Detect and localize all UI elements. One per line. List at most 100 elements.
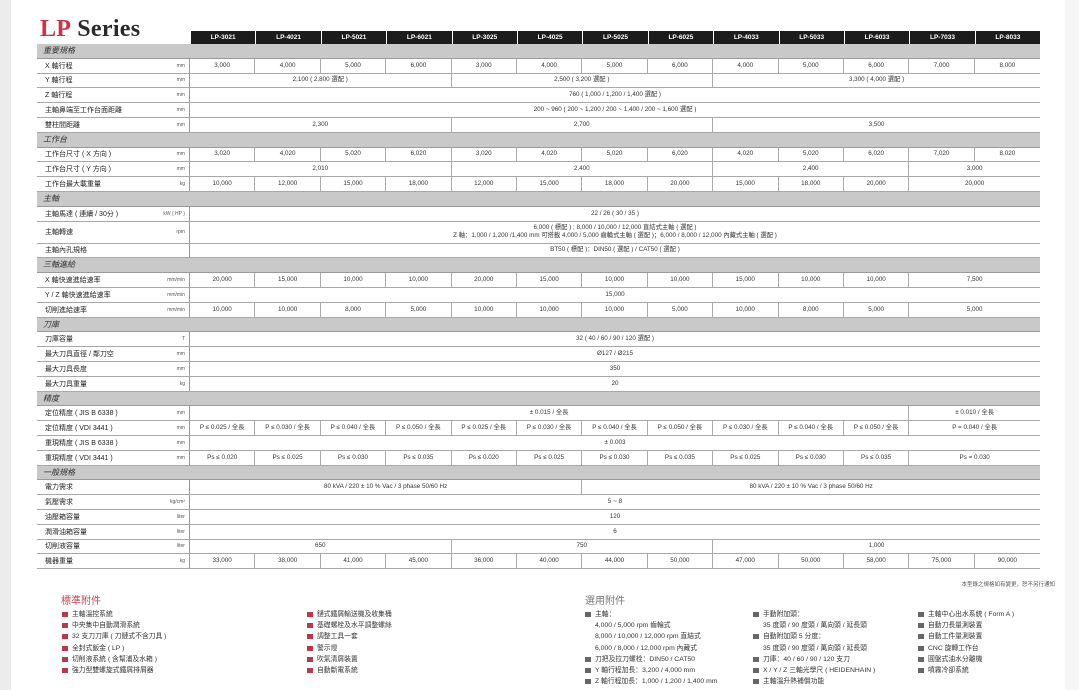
accessory-text: X / Y / Z 三軸光學尺 ( HEIDENHAIN ) xyxy=(763,667,876,675)
spec-label: 切削進給速率 xyxy=(45,306,87,314)
model-header: LP-6025 xyxy=(647,31,714,44)
spec-value-cell: ± 0.010 / 全長 xyxy=(955,409,994,417)
spec-value-cell: 20 xyxy=(611,379,619,387)
spec-label: 定位精度 ( VDI 3441 ) xyxy=(45,425,113,433)
accessory-text: 自動附加頭 5 分度： xyxy=(763,633,825,641)
brand-text: LP xyxy=(40,16,72,42)
model-header: LP-5033 xyxy=(778,31,844,44)
spec-unit: kg/cm² xyxy=(169,499,185,505)
spec-value-cell: P ≤ 0.050 / 全長 xyxy=(648,421,714,435)
spec-unit: rpm xyxy=(176,229,185,236)
spec-value-cell: 90,000 xyxy=(997,557,1017,565)
accessory-subitem: 8,000 / 10,000 / 12,000 rpm 直結式 xyxy=(595,633,701,641)
spec-value-cell: 2,010 xyxy=(190,162,452,177)
spec-value-cell: 10,000 xyxy=(190,177,256,191)
spec-label: 油壓箱容量 xyxy=(45,513,80,521)
bullet-square-icon xyxy=(753,612,759,617)
spec-unit: kg xyxy=(179,380,185,387)
header-spacer xyxy=(37,31,190,44)
spec-label: 切削液容量 xyxy=(45,543,80,551)
spec-unit: mm/min xyxy=(167,277,185,284)
spec-row: 機器重量 kg 33,000 38,000 41,000 45,000 36,000 40,0… xyxy=(37,554,1040,570)
spec-value-cell: Ø127 / Ø215 xyxy=(596,350,634,358)
spec-value-cell: P ≤ 0.040 / 全長 xyxy=(779,421,844,435)
accessory-text: CNC 旋轉工作台 xyxy=(928,644,979,652)
spec-label-cell: 工作台最大載重量 kg xyxy=(37,177,190,191)
spec-row: Y / Z 軸快速進給速率 mm/min 15,000 xyxy=(37,287,1040,303)
spec-unit: kg xyxy=(179,558,185,565)
accessory-item: X / Y / Z 三軸光學尺 ( HEIDENHAIN ) xyxy=(753,665,875,676)
spec-value-cell: 6,020 xyxy=(648,147,714,162)
bullet-square-icon xyxy=(62,645,68,651)
spec-value-cell: 40,000 xyxy=(517,554,583,569)
spec-value-cell: 3,000 xyxy=(452,58,517,73)
disclaimer-note: 本型錄之規格如有變更，恕不另行通知 xyxy=(961,582,1055,588)
spec-label: 重現精度 ( JIS B 6338 ) xyxy=(45,439,118,447)
spec-unit: mm xyxy=(176,121,185,128)
accessory-text: 鏈式鐵屑輸送機及收集桶 xyxy=(317,611,392,618)
spec-unit: mm xyxy=(176,166,185,173)
bullet-square-icon xyxy=(62,656,68,662)
spec-row: 定位精度 ( VDI 3441 ) mm P ≤ 0.025 / 全長 P ≤ 0.0… xyxy=(37,421,1040,436)
spec-value-cell: 10,000 xyxy=(582,302,648,317)
spec-value-cell: 80 kVA / 220 ± 10 % Vac / 3 phase 50/60 … xyxy=(190,480,583,495)
spec-row: 電力需求 80 kVA / 220 ± 10 % Vac / 3 phase 50… xyxy=(37,480,1040,496)
spec-label-cell: Y / Z 軸快速進給速率 mm/min xyxy=(37,287,190,302)
spec-value-cell: 4,020 xyxy=(713,147,779,162)
spec-row: 重現精度 ( VDI 3441 ) mm Ps ≤ 0.020 Ps ≤ 0.025 P… xyxy=(37,450,1040,466)
accessory-item: 主軸中心出水系統 ( Form A ) xyxy=(918,609,1014,620)
spec-value-cell: 8,000 xyxy=(999,61,1016,69)
spec-value-cell: 5 ~ 8 xyxy=(607,498,623,505)
model-header-row: LP-3021 LP-4021 LP-5021 LP-6021 LP-3025 LP-40… xyxy=(37,31,1041,44)
spec-value-cell: 6,000 xyxy=(648,58,714,73)
section-header: 刀庫 xyxy=(37,317,1040,333)
spec-value-cell: 750 xyxy=(452,539,714,554)
spec-value-cell: 32 ( 40 / 60 / 90 / 120 選配 ) xyxy=(575,335,655,343)
accessory-item: 刀把及拉刀螺栓：DIN50 / CAT50 xyxy=(585,654,717,665)
model-header: LP-6033 xyxy=(843,31,910,44)
accessory-item: 刀庫：40 / 60 / 90 / 120 支刀 xyxy=(753,654,875,665)
bullet-square-icon xyxy=(918,623,924,629)
spec-value-cell: 7,500 xyxy=(966,276,983,284)
spec-label: X 軸行程 xyxy=(45,62,73,70)
bullet-square-icon xyxy=(918,612,924,617)
spec-label: 工作台尺寸 ( Y 方向 ) xyxy=(45,166,111,174)
accessory-item: 切削液系統 ( 含幫浦及水箱 ) xyxy=(62,654,166,665)
accessory-item: 自動工件量測裝置 xyxy=(918,631,1014,642)
spec-value-cell: 38,000 xyxy=(255,554,321,569)
spec-unit: mm xyxy=(176,454,185,461)
spec-row: 切削液容量 liter 650 750 1,000 xyxy=(37,539,1040,555)
accessory-text: 刀把及拉刀螺栓：DIN50 / CAT50 xyxy=(595,655,695,663)
spec-label-cell: 刀庫容量 T xyxy=(37,332,190,347)
accessory-item: 中央集中自動潤滑系統 xyxy=(62,620,166,631)
bullet-square-icon xyxy=(307,623,313,629)
spec-value-cell: BT50 ( 標配 )：DIN50 ( 選配 ) / CAT50 ( 選配 ) xyxy=(550,246,680,254)
spec-value-cell: 5,000 xyxy=(321,58,387,73)
accessory-subitem: 35 度頭 / 90 度頭 / 萬向頭 / 延長頭 xyxy=(763,644,867,652)
spec-row: 切削進給速率 mm/min 10,000 10,000 8,000 5,000 10,000… xyxy=(37,302,1040,318)
left-margin xyxy=(0,0,11,690)
model-header: LP-5021 xyxy=(320,31,387,44)
spec-value-cell: 6,000 xyxy=(386,58,452,73)
accessory-text: 刀庫：40 / 60 / 90 / 120 支刀 xyxy=(763,655,850,663)
spec-value-cell: 50,000 xyxy=(779,554,844,569)
series-text: Series xyxy=(77,16,141,42)
spec-value-cell: 18,000 xyxy=(779,177,844,191)
spec-label-cell: 主軸馬達 ( 連續 / 30分 ) kW ( HP ) xyxy=(37,206,190,221)
accessory-item: 全封式鈑金 ( LP ) xyxy=(62,643,166,654)
page-title: LP Series xyxy=(40,16,140,43)
spec-label-cell: 最大刀具長度 mm xyxy=(37,361,190,376)
spec-label-cell: 主軸轉速 rpm xyxy=(37,221,190,243)
accessory-text: 強力型雙螺旋式鐵屑排屑器 xyxy=(72,667,154,675)
spec-label-cell: Y 軸行程 mm xyxy=(37,73,190,88)
bullet-square-icon xyxy=(753,668,759,674)
spec-row: 最大刀具重量 kg 20 xyxy=(37,376,1040,392)
spec-value-cell: 22 / 26 ( 30 / 35 ) xyxy=(591,209,639,217)
spec-value-cell: 50,000 xyxy=(648,554,714,569)
spec-row: 雙柱間距離 mm 2,300 2,700 3,500 xyxy=(37,117,1040,133)
spec-row: Z 軸行程 mm 760 ( 1,000 / 1,200 / 1,400 選配 ) xyxy=(37,88,1040,104)
accessory-text: 吹氣清屑裝置 xyxy=(317,655,358,663)
spec-row: 最大刀具長度 mm 350 xyxy=(37,361,1040,377)
accessory-item: 自動斷電系統 xyxy=(307,665,392,676)
spec-value-cell: P ≤ 0.030 / 全長 xyxy=(517,421,583,435)
